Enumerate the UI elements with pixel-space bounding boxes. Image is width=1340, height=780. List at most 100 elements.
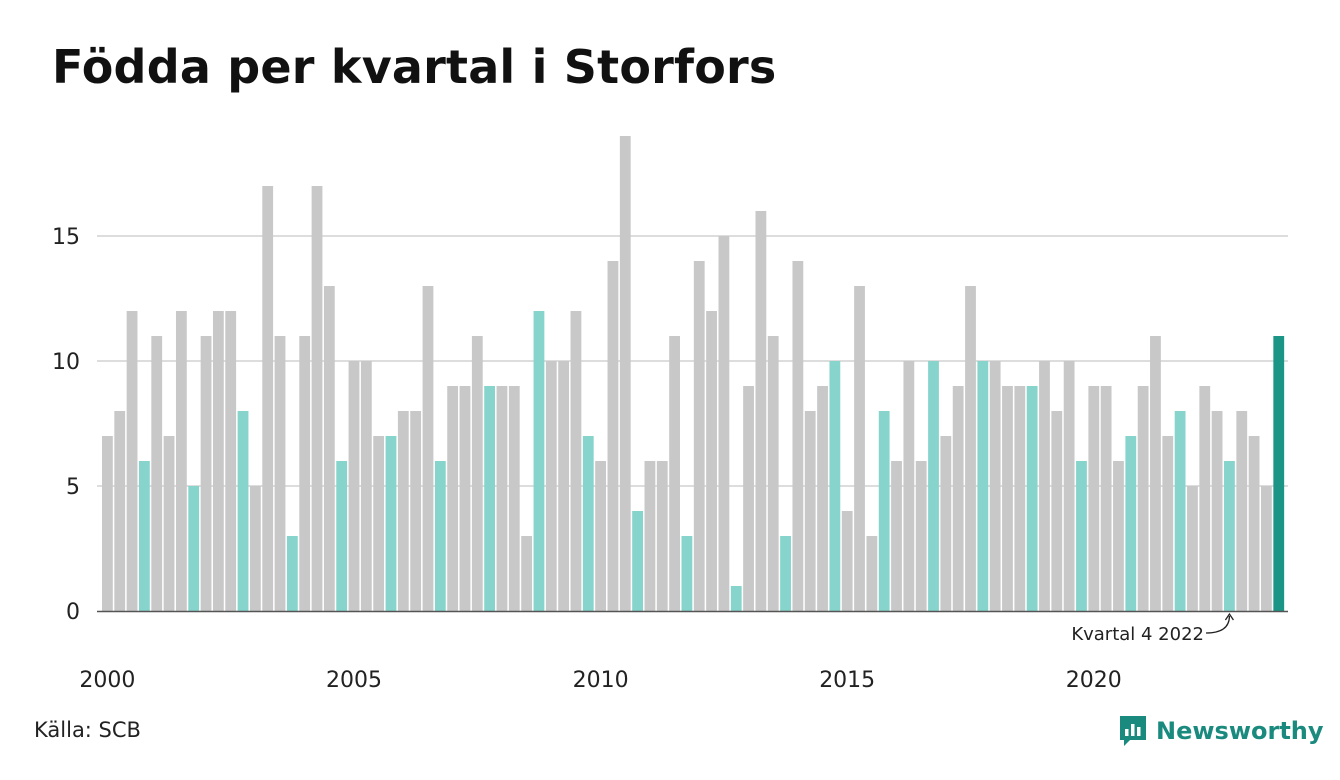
bar [126, 311, 138, 611]
y-tick-label: 10 [52, 350, 80, 375]
bar [1100, 386, 1112, 611]
bar [1137, 386, 1149, 611]
bar [1125, 436, 1137, 611]
y-tick-label: 5 [66, 475, 80, 500]
bar [1076, 461, 1087, 611]
bar [854, 286, 865, 611]
bar [817, 386, 828, 611]
bar [237, 411, 249, 611]
bar [1162, 436, 1174, 611]
bar [656, 461, 668, 611]
bar [928, 361, 939, 611]
bar [1199, 386, 1211, 611]
bar [1002, 386, 1013, 611]
chart-title: Födda per kvartal i Storfors [52, 40, 777, 94]
y-tick-label: 15 [52, 225, 80, 250]
bar [1248, 436, 1260, 611]
bar [1113, 461, 1124, 611]
bar [471, 336, 483, 611]
logo-text: Newsworthy [1156, 717, 1324, 745]
bar [323, 286, 335, 611]
bar [1014, 386, 1026, 611]
bar [841, 511, 853, 611]
bar [607, 261, 619, 611]
bar [1150, 336, 1161, 611]
annotation-label: Kvartal 4 2022 [1071, 624, 1204, 645]
bar [262, 186, 274, 611]
bar [952, 386, 964, 611]
bar [595, 461, 606, 611]
bar [496, 386, 508, 611]
bar [1224, 461, 1235, 611]
newsworthy-chart-icon [1120, 716, 1146, 746]
bar [706, 311, 717, 611]
bar [533, 311, 545, 611]
bar [1211, 411, 1223, 611]
bar [274, 336, 286, 611]
bar [459, 386, 471, 611]
bar [718, 236, 730, 611]
bar [1026, 386, 1038, 611]
bar [1039, 361, 1050, 611]
bar [114, 411, 126, 611]
x-tick-label: 2015 [819, 668, 875, 693]
x-tick-label: 2010 [573, 668, 629, 693]
bar [225, 311, 237, 611]
bar [373, 436, 385, 611]
bar [311, 186, 323, 611]
bar [730, 586, 742, 611]
bar [422, 286, 434, 611]
bar [743, 386, 754, 611]
bar [434, 461, 446, 611]
bar [397, 411, 409, 611]
x-tick-label: 2005 [326, 668, 382, 693]
bar [582, 436, 594, 611]
annotation-arrowhead [1224, 612, 1234, 621]
x-tick-label: 2000 [79, 668, 135, 693]
bar [385, 436, 397, 611]
bar [619, 136, 631, 611]
bar [903, 361, 915, 611]
bar [1088, 386, 1100, 611]
bar [681, 536, 693, 611]
bar [693, 261, 705, 611]
bar [1187, 486, 1198, 611]
bar [829, 361, 841, 611]
bar [1051, 411, 1063, 611]
bar [891, 461, 902, 611]
bar [521, 536, 533, 611]
bar [175, 311, 187, 611]
bar [767, 336, 779, 611]
bar [286, 536, 298, 611]
bars [102, 136, 1285, 611]
x-tick-label: 2020 [1066, 668, 1122, 693]
bar [866, 536, 878, 611]
bar [447, 386, 459, 611]
bar [299, 336, 311, 611]
bar [669, 336, 680, 611]
bar [188, 486, 200, 611]
bar [151, 336, 163, 611]
bar [249, 486, 261, 611]
bar [1273, 336, 1285, 611]
bar [804, 411, 816, 611]
y-tick-label: 0 [66, 600, 80, 625]
bar [360, 361, 372, 611]
bar [545, 361, 557, 611]
bar [989, 361, 1001, 611]
bar [348, 361, 360, 611]
bar [484, 386, 496, 611]
bar [792, 261, 804, 611]
bar [1236, 411, 1248, 611]
bar [780, 536, 791, 611]
bar [878, 411, 890, 611]
annotation: Kvartal 4 2022 [1071, 612, 1234, 645]
bar [102, 436, 113, 611]
annotation-arrow [1205, 615, 1231, 634]
bar [410, 411, 422, 611]
bar [940, 436, 952, 611]
bar [644, 461, 656, 611]
bar [977, 361, 989, 611]
source-label: Källa: SCB [34, 718, 141, 742]
